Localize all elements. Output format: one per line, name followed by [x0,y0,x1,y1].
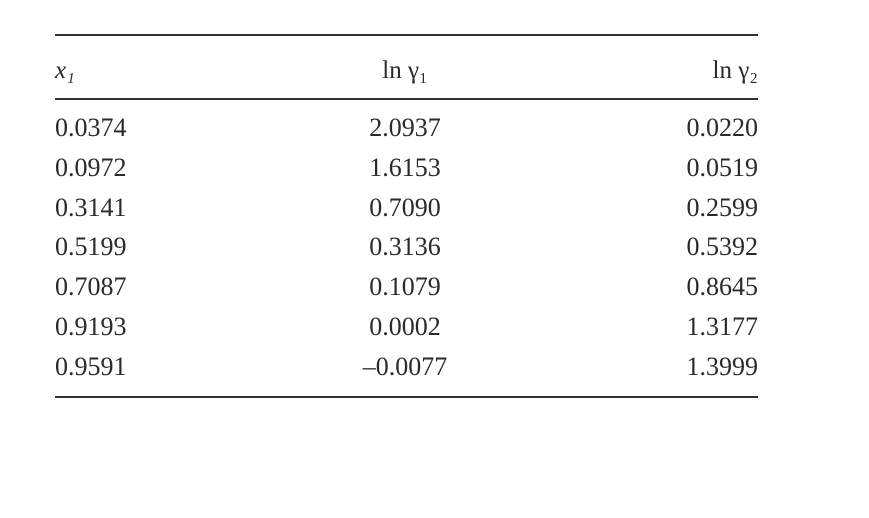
header-rule [55,98,758,100]
table-cell: 1.3177 [686,312,759,341]
column-header: ln γ₂ [712,57,758,84]
table-cell: 0.3136 [369,232,441,262]
table-cell: 0.0002 [369,312,441,341]
table-cell: 0.1079 [369,272,441,302]
top-rule [55,34,758,36]
table-cell: 0.8645 [686,272,759,302]
table-cell: 0.9193 [55,312,127,341]
table-cell: 0.9591 [55,351,127,381]
table-cell: 0.0220 [686,113,759,142]
table-cell: 0.0972 [55,152,127,182]
table-cell: –0.0077 [362,351,448,381]
table-cell: 2.0937 [369,113,441,142]
table-cell: 0.7090 [369,192,441,222]
table-cell: 0.2599 [686,192,759,222]
bottom-rule [55,396,758,398]
table-cell: 0.5199 [55,232,127,262]
table-cell: 0.0374 [55,113,127,142]
column-header: ln γ₁ [382,57,428,84]
column-header: x₁ [55,57,75,84]
table-cell: 0.0519 [686,152,759,182]
table-cell: 0.5392 [686,232,759,262]
table-cell: 0.3141 [55,192,127,222]
table-cell: 1.6153 [369,152,441,182]
table-cell: 1.3999 [686,351,759,381]
table-cell: 0.7087 [55,272,127,302]
